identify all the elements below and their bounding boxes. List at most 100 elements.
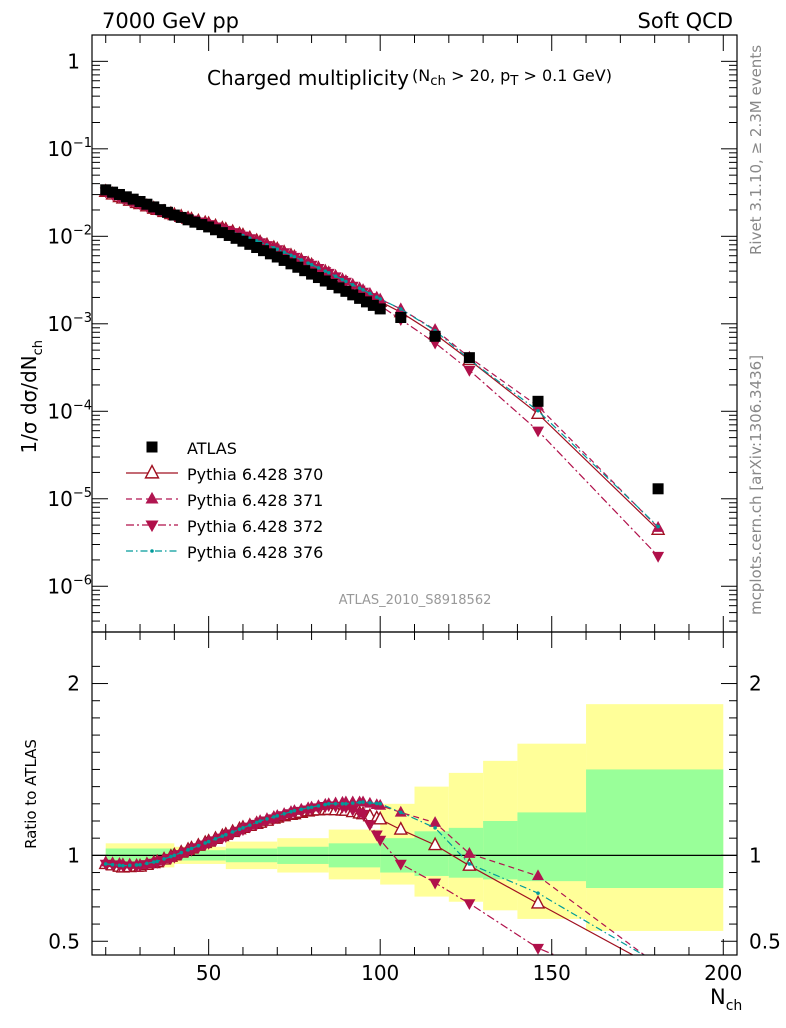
reference-marker bbox=[168, 209, 180, 221]
legend-marker bbox=[145, 520, 159, 533]
main-series-marker bbox=[323, 269, 328, 273]
ratio-series-marker bbox=[206, 839, 211, 844]
main-series-marker bbox=[368, 291, 372, 296]
legend-label: Pythia 6.428 372 bbox=[187, 517, 323, 536]
reference-marker bbox=[210, 224, 222, 236]
ratio-series-marker bbox=[463, 899, 476, 911]
reference-marker bbox=[347, 289, 359, 301]
y-tick-label: 10−6 bbox=[47, 573, 92, 598]
ratio-series-marker bbox=[278, 811, 291, 823]
ratio-series-marker bbox=[339, 803, 352, 814]
reference-marker bbox=[532, 395, 544, 407]
ratio-series-marker bbox=[237, 827, 242, 832]
rivet-version-text: Rivet 3.1.10, ≥ 2.3M events bbox=[747, 45, 765, 255]
reference-marker bbox=[107, 186, 119, 198]
ratio-series-marker bbox=[530, 895, 546, 909]
reference-marker bbox=[652, 483, 664, 495]
ratio-series-marker bbox=[127, 863, 132, 868]
main-series-marker bbox=[289, 253, 293, 258]
y-tick-base: 10 bbox=[47, 312, 72, 336]
ratio-series-marker bbox=[295, 806, 308, 818]
ratio-series-marker bbox=[357, 809, 370, 821]
analysis-id-text: ATLAS_2010_S8918562 bbox=[339, 593, 492, 608]
ratio-series-marker bbox=[121, 863, 125, 868]
main-series-marker bbox=[254, 239, 259, 243]
ratio-series-marker bbox=[361, 800, 365, 804]
legend-item-1: Pythia 6.428 370 bbox=[126, 464, 323, 484]
y-tick-base: 10 bbox=[47, 399, 72, 423]
reference-marker bbox=[148, 201, 160, 213]
main-series-marker bbox=[316, 266, 321, 270]
ratio-series-marker bbox=[110, 862, 115, 867]
legend-label: Pythia 6.428 376 bbox=[187, 543, 323, 562]
ratio-series-marker bbox=[323, 802, 328, 807]
ratio-series-marker bbox=[398, 810, 403, 815]
y-tick-base: 10 bbox=[47, 137, 72, 161]
reference-marker bbox=[299, 265, 311, 277]
ratio-tick-label-right: 0.5 bbox=[749, 929, 781, 953]
y-tick-label: 10−4 bbox=[47, 398, 92, 423]
main-series-marker bbox=[340, 277, 345, 282]
reference-marker bbox=[360, 296, 372, 308]
main-series-marker bbox=[292, 254, 297, 259]
ratio-series-marker bbox=[265, 817, 269, 821]
reference-marker bbox=[161, 206, 173, 218]
reference-marker bbox=[271, 251, 283, 263]
y-tick-base: 10 bbox=[47, 487, 72, 511]
ratio-series-marker bbox=[357, 800, 362, 805]
ratio-axis-label: Ratio to ATLAS bbox=[22, 739, 40, 849]
ratio-series-marker bbox=[292, 808, 297, 813]
mcplots-text: mcplots.cern.ch [arXiv:1306.3436] bbox=[747, 355, 765, 615]
main-series-marker bbox=[326, 270, 331, 275]
reference-marker bbox=[374, 303, 386, 315]
main-series-marker bbox=[306, 261, 310, 265]
main-series-marker bbox=[333, 274, 338, 278]
reference-marker bbox=[319, 275, 331, 287]
reference-marker bbox=[113, 188, 125, 200]
main-series-marker bbox=[357, 286, 362, 290]
main-series-marker bbox=[536, 408, 540, 413]
ratio-series-marker bbox=[299, 807, 304, 812]
reference-marker bbox=[216, 227, 228, 239]
legend-marker bbox=[145, 491, 159, 504]
reference-marker bbox=[395, 312, 407, 324]
reference-marker bbox=[155, 204, 167, 216]
main-series-marker bbox=[398, 307, 403, 311]
header-right-text: Soft QCD bbox=[638, 9, 733, 33]
legend-item-atlas: ATLAS bbox=[146, 439, 237, 458]
ratio-series-4 bbox=[103, 800, 645, 955]
legend-label: Pythia 6.428 371 bbox=[187, 491, 323, 510]
reference-marker bbox=[367, 299, 379, 311]
ratio-series-marker bbox=[189, 846, 194, 851]
ratio-series-marker bbox=[241, 826, 245, 830]
reference-marker bbox=[134, 195, 146, 207]
legend-label: Pythia 6.428 370 bbox=[187, 465, 323, 484]
ratio-series-marker bbox=[155, 859, 159, 864]
ratio-series-marker bbox=[393, 821, 408, 835]
main-series-marker bbox=[344, 279, 348, 284]
ratio-series-marker bbox=[186, 848, 190, 852]
chart-title-note: (Nch > 20, pT > 0.1 GeV) bbox=[412, 66, 612, 89]
reference-marker bbox=[463, 352, 475, 364]
y-tick-label: 10−3 bbox=[47, 311, 92, 336]
legend-marker bbox=[150, 549, 154, 553]
reference-marker bbox=[141, 198, 153, 210]
ratio-series-marker bbox=[374, 801, 379, 806]
uncertainty-band-green bbox=[483, 820, 518, 880]
ratio-axes: 50 100 150 200 2 2 1 1 0.5 0.5 bbox=[48, 632, 781, 985]
ratio-series-marker bbox=[378, 802, 382, 806]
reference-marker bbox=[223, 229, 235, 241]
main-series-marker bbox=[530, 405, 546, 419]
reference-marker bbox=[182, 214, 194, 226]
ratio-series-marker bbox=[260, 816, 273, 828]
ratio-series-marker bbox=[254, 820, 259, 825]
ratio-series-marker bbox=[145, 861, 149, 866]
ratio-series-marker bbox=[346, 805, 359, 817]
reference-marker bbox=[340, 285, 352, 297]
ratio-tick-label-right: 1 bbox=[749, 843, 762, 867]
uncertainty-band-green bbox=[586, 769, 724, 888]
ratio-series-marker bbox=[203, 841, 208, 845]
ratio-series-marker bbox=[394, 859, 407, 871]
